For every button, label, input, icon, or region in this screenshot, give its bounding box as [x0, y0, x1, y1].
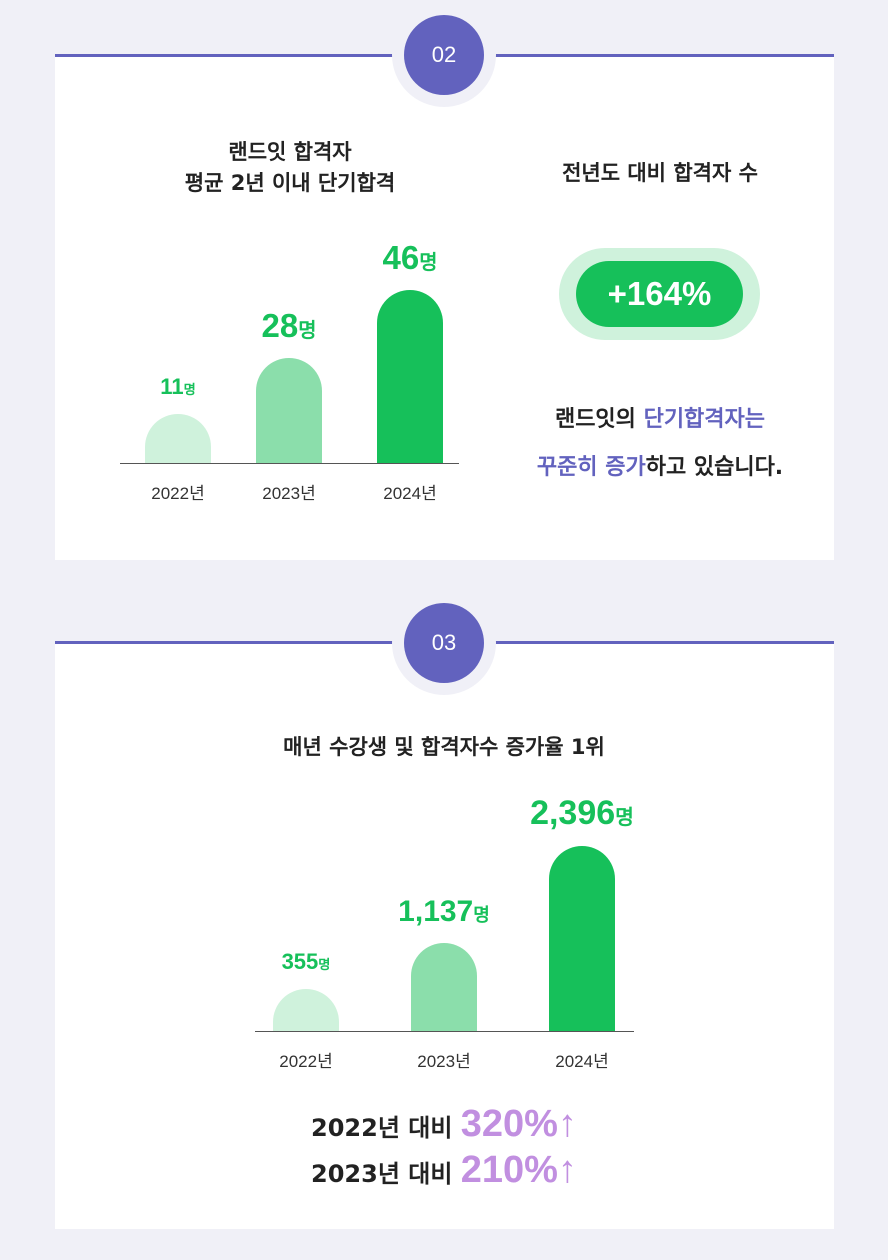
bar-value-label: 1,137명 [398, 895, 490, 929]
section-number-badge: 03 [404, 603, 484, 683]
comparison-value: 210%↑ [460, 1149, 577, 1191]
comparison-label: 2023년 대비 [311, 1160, 461, 1188]
right-title: 전년도 대비 합격자 수 [562, 161, 758, 185]
desc-text-2: 하고 있습니다. [645, 455, 784, 480]
chart-bar [549, 846, 615, 1031]
comparison-row-2023: 2023년 대비 210%↑ [244, 1150, 644, 1194]
chart-title-line1: 랜드잇 합격자 [228, 140, 352, 164]
chart-bar [256, 357, 322, 463]
chart-baseline [255, 1031, 634, 1032]
bar-year-label: 2024년 [383, 484, 437, 503]
chart-bar [145, 414, 211, 463]
chart-title: 매년 수강생 및 합격자수 증가율 1위 [283, 735, 605, 759]
bar-value-label: 355명 [281, 949, 331, 974]
bar-year-label: 2022년 [279, 1052, 333, 1071]
desc-text-1: 랜드잇의 [554, 407, 644, 432]
bar-year-label: 2023년 [417, 1052, 471, 1071]
bar-value-label: 11명 [160, 374, 196, 399]
comparison-value: 320%↑ [460, 1103, 577, 1145]
growth-description: 랜드잇의 단기합격자는 꾸준히 증가하고 있습니다. [480, 396, 840, 492]
bar-value-label: 2,396명 [530, 794, 634, 832]
section-number-badge: 02 [404, 15, 484, 95]
section-card-growth-rate [55, 642, 834, 1229]
desc-highlight-2: 꾸준히 증가 [536, 455, 646, 480]
chart-title: 랜드잇 합격자 평균 2년 이내 단기합격 [120, 137, 460, 199]
chart-bar [377, 290, 443, 463]
bar-value-label: 46명 [382, 239, 438, 276]
bar-year-label: 2023년 [262, 484, 316, 503]
bar-value-label: 28명 [261, 306, 317, 344]
comparison-label: 2022년 대비 [311, 1114, 461, 1142]
bar-year-label: 2022년 [151, 484, 205, 503]
desc-highlight-1: 단기합격자는 [643, 407, 766, 432]
comparison-row-2022: 2022년 대비 320%↑ [244, 1104, 644, 1148]
growth-percentage: +164% [576, 261, 743, 327]
chart-title-line2: 평균 2년 이내 단기합격 [184, 171, 396, 195]
chart-baseline [120, 463, 459, 464]
bar-year-label: 2024년 [555, 1052, 609, 1071]
chart-bar [411, 943, 477, 1031]
